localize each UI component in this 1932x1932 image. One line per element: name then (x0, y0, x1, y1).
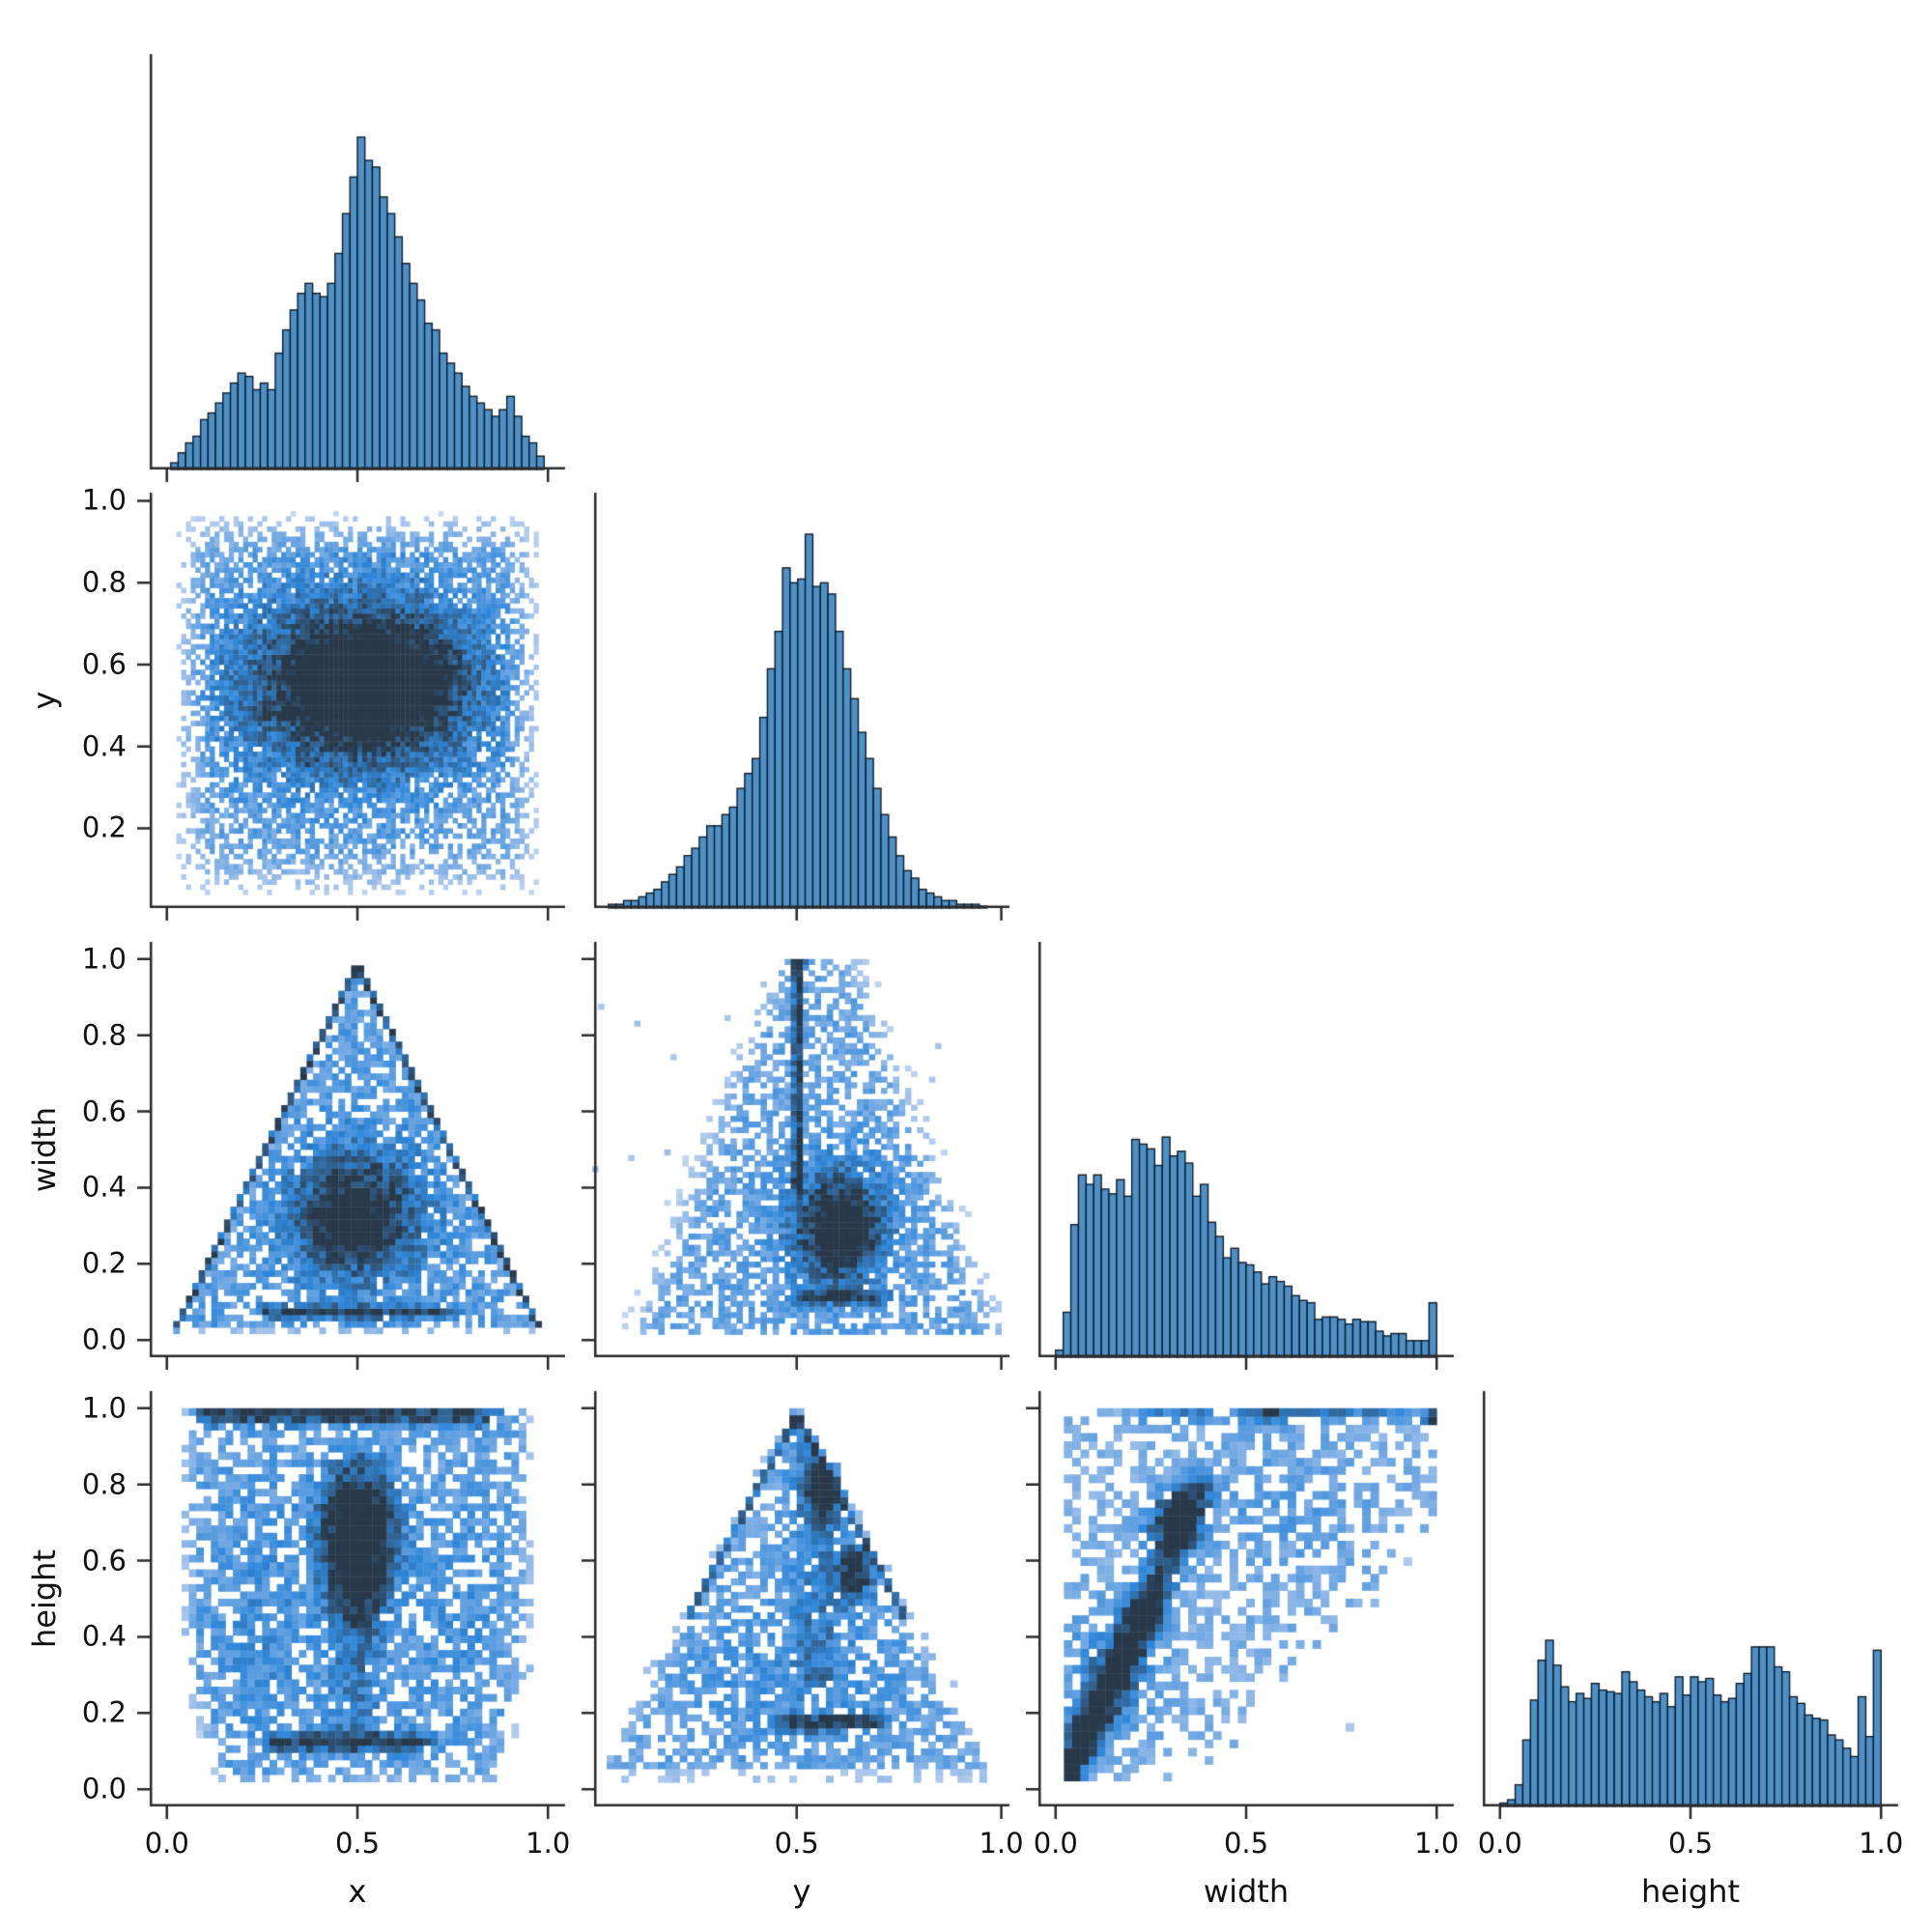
y-tick-label: 0.0 (81, 1772, 127, 1805)
x-tick-label: 1.0 (526, 1827, 571, 1860)
hist-x-panel (150, 54, 565, 469)
y-tick-label: 0.2 (81, 1695, 127, 1729)
x-axis-title-height: height (1641, 1873, 1740, 1910)
x-axis-title-x: x (348, 1873, 367, 1910)
y-tick-label: 0.0 (81, 1322, 127, 1356)
hist2d-wh-panel (1038, 1391, 1454, 1806)
hist2d-xh-panel (150, 1391, 565, 1806)
x-tick-label: 1.0 (1859, 1827, 1904, 1860)
x-tick-label: 0.0 (1477, 1827, 1522, 1860)
y-tick-label: 1.0 (81, 1391, 127, 1425)
x-axis-title-y: y (792, 1873, 811, 1910)
hist-height-panel (1483, 1391, 1898, 1806)
y-axis-title-y: y (26, 691, 63, 710)
y-tick-label: 0.2 (81, 1246, 127, 1280)
y-tick-label: 0.4 (81, 1170, 127, 1204)
y-tick-label: 0.6 (81, 647, 127, 681)
x-tick-label: 0.0 (1033, 1827, 1078, 1860)
y-tick-label: 1.0 (81, 942, 127, 976)
y-tick-label: 0.6 (81, 1544, 127, 1577)
y-tick-label: 1.0 (81, 483, 127, 517)
hist2d-yh-panel (594, 1391, 1009, 1806)
x-tick-label: 0.0 (144, 1827, 189, 1860)
y-tick-label: 0.6 (81, 1094, 127, 1128)
y-tick-label: 0.8 (81, 565, 127, 599)
y-tick-label: 0.4 (81, 1619, 127, 1653)
x-tick-label: 1.0 (979, 1827, 1024, 1860)
hist2d-xy-panel (150, 493, 565, 908)
x-tick-label: 0.5 (1223, 1827, 1269, 1860)
hist-width-panel (1038, 942, 1454, 1357)
x-tick-label: 0.5 (334, 1827, 381, 1860)
hist-y-panel (594, 493, 1009, 908)
x-tick-label: 1.0 (1414, 1827, 1460, 1860)
y-tick-label: 0.4 (81, 729, 127, 763)
x-axis-title-width: width (1203, 1873, 1290, 1910)
y-tick-label: 0.8 (81, 1467, 127, 1501)
x-tick-label: 0.5 (1667, 1827, 1714, 1860)
y-tick-label: 0.2 (81, 810, 127, 844)
hist2d-yw-panel (594, 942, 1009, 1357)
x-tick-label: 0.5 (774, 1827, 819, 1860)
hist2d-xw-panel (150, 942, 565, 1357)
y-tick-label: 0.8 (81, 1018, 127, 1052)
